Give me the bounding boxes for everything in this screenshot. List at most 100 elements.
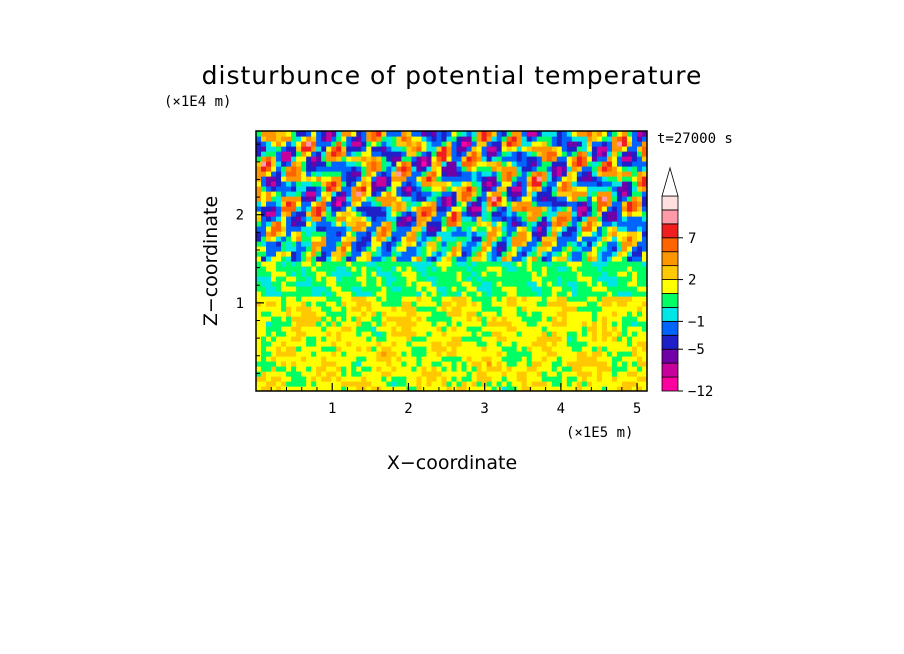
heatmap-cell — [446, 156, 453, 162]
heatmap-cell — [601, 236, 608, 242]
heatmap-cell — [506, 276, 513, 282]
heatmap-cell — [576, 186, 583, 192]
heatmap-cell — [561, 341, 568, 347]
heatmap-cell — [566, 366, 573, 372]
heatmap-cell — [476, 176, 483, 182]
heatmap-cell — [526, 306, 533, 312]
heatmap-cell — [606, 336, 613, 342]
heatmap-cell — [396, 356, 402, 362]
heatmap-cell — [586, 171, 593, 177]
heatmap-cell — [306, 306, 312, 312]
heatmap-cell — [456, 261, 463, 267]
heatmap-cell — [561, 311, 568, 317]
heatmap-cell — [471, 346, 478, 352]
heatmap-cell — [606, 216, 613, 222]
heatmap-cell — [406, 286, 412, 292]
heatmap-cell — [581, 226, 588, 232]
heatmap-cell — [611, 241, 618, 247]
heatmap-cell — [611, 211, 618, 217]
heatmap-cell — [306, 161, 312, 167]
heatmap-cell — [461, 296, 468, 302]
heatmap-cell — [296, 251, 302, 257]
heatmap-cell — [366, 251, 372, 257]
heatmap-cell — [601, 376, 608, 382]
heatmap-cell — [286, 171, 292, 177]
heatmap-cell — [256, 301, 262, 307]
heatmap-cell — [536, 331, 543, 337]
heatmap-cell — [391, 366, 397, 372]
heatmap-cell — [366, 346, 372, 352]
heatmap-cell — [616, 381, 623, 387]
heatmap-cell — [471, 201, 478, 207]
heatmap-cell — [591, 381, 598, 387]
heatmap-cell — [266, 346, 272, 352]
heatmap-cell — [631, 276, 638, 282]
heatmap-cell — [571, 301, 578, 307]
heatmap-cell — [591, 366, 598, 372]
heatmap-cell — [371, 176, 377, 182]
heatmap-cell — [326, 186, 332, 192]
heatmap-cell — [431, 246, 438, 252]
heatmap-cell — [581, 156, 588, 162]
heatmap-cell — [556, 331, 563, 337]
heatmap-cell — [441, 166, 448, 172]
heatmap-cell — [626, 186, 633, 192]
heatmap-cell — [456, 356, 463, 362]
heatmap-cell — [336, 166, 342, 172]
heatmap-cell — [356, 241, 362, 247]
heatmap-cell — [376, 266, 382, 272]
heatmap-cell — [416, 381, 423, 387]
heatmap-cell — [281, 381, 287, 387]
heatmap-cell — [561, 316, 568, 322]
heatmap-cell — [501, 301, 508, 307]
heatmap-cell — [281, 151, 287, 157]
heatmap-cell — [491, 186, 498, 192]
heatmap-cell — [451, 236, 458, 242]
heatmap-cell — [486, 386, 493, 391]
heatmap-cell — [266, 336, 272, 342]
heatmap-cell — [521, 201, 528, 207]
heatmap-cell — [561, 371, 568, 377]
heatmap-cell — [261, 271, 267, 277]
heatmap-cell — [526, 376, 533, 382]
heatmap-cell — [411, 266, 418, 272]
heatmap-cell — [541, 371, 548, 377]
heatmap-cell — [411, 371, 418, 377]
heatmap-cell — [436, 216, 443, 222]
heatmap-cell — [451, 361, 458, 367]
heatmap-cell — [456, 331, 463, 337]
heatmap-cell — [586, 341, 593, 347]
heatmap-cell — [406, 291, 412, 297]
heatmap-cell — [621, 301, 628, 307]
heatmap-cell — [456, 286, 463, 292]
heatmap-cell — [416, 296, 423, 302]
heatmap-cell — [411, 161, 418, 167]
heatmap-cell — [631, 256, 638, 262]
heatmap-cell — [636, 176, 643, 182]
heatmap-cell — [521, 251, 528, 257]
heatmap-cell — [366, 171, 372, 177]
heatmap-cell — [521, 171, 528, 177]
heatmap-cell — [441, 146, 448, 152]
heatmap-cell — [561, 306, 568, 312]
heatmap-cell — [581, 371, 588, 377]
heatmap-cell — [376, 221, 382, 227]
heatmap-cell — [311, 361, 317, 367]
heatmap-cell — [361, 191, 367, 197]
heatmap-cell — [441, 311, 448, 317]
heatmap-cell — [421, 151, 428, 157]
heatmap-cell — [581, 251, 588, 257]
heatmap-cell — [591, 151, 598, 157]
heatmap-cell — [361, 366, 367, 372]
heatmap-cell — [426, 266, 433, 272]
heatmap-cell — [421, 381, 428, 387]
heatmap-cell — [556, 286, 563, 292]
heatmap-cell — [486, 131, 493, 137]
heatmap-cell — [346, 166, 352, 172]
heatmap-cell — [341, 266, 347, 272]
heatmap-cell — [561, 301, 568, 307]
heatmap-cell — [471, 311, 478, 317]
heatmap-cell — [476, 271, 483, 277]
heatmap-cell — [621, 321, 628, 327]
heatmap-cell — [301, 371, 307, 377]
